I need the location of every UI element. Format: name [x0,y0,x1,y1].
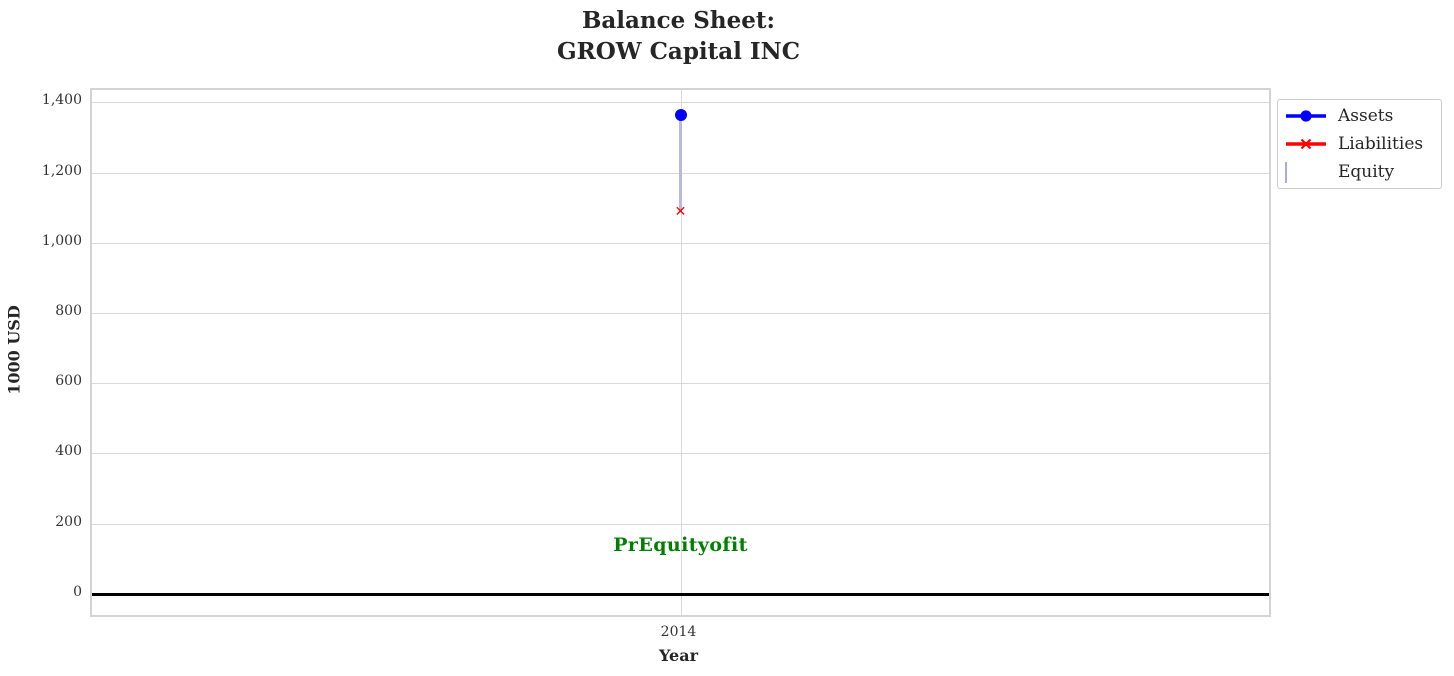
chart-title-line2: GROW Capital INC [556,38,801,65]
equity-bar [679,114,682,212]
legend-item-assets: Assets [1278,102,1441,130]
chart-title: Balance Sheet: GROW Capital INC [90,5,1267,67]
plot-area: ✕ PrEquityofit [90,88,1271,617]
liabilities-line-x-icon [1286,138,1326,150]
liabilities-point-marker: ✕ [674,203,687,220]
x-axis-label: Year [658,646,698,665]
legend: Assets Liabilities Equity [1277,99,1442,189]
equity-hatched-patch-icon [1284,162,1328,183]
y-tick-label: 800 [55,302,82,319]
legend-label-assets: Assets [1338,106,1394,126]
legend-item-liabilities: Liabilities [1278,130,1441,158]
chart-title-line1: Balance Sheet: [581,7,776,34]
y-tick-label: 0 [73,583,82,600]
y-tick-label: 1,200 [41,162,82,179]
gridline-vertical [680,90,682,615]
x-tick-label: 2014 [660,624,697,640]
legend-label-liabilities: Liabilities [1338,134,1424,154]
y-tick-label: 1,400 [41,92,82,109]
y-axis-tick-labels: 0 200 400 600 800 1,000 1,200 1,400 [0,88,82,613]
assets-point-marker [674,108,687,121]
y-tick-label: 1,000 [41,232,82,249]
y-tick-label: 600 [55,373,82,390]
zero-baseline [92,592,1269,596]
legend-item-equity: Equity [1278,158,1441,186]
y-tick-label: 200 [55,513,82,530]
chart-annotation: PrEquityofit [613,534,748,557]
legend-label-equity: Equity [1338,162,1395,182]
assets-line-circle-icon [1286,110,1326,122]
y-tick-label: 400 [55,443,82,460]
